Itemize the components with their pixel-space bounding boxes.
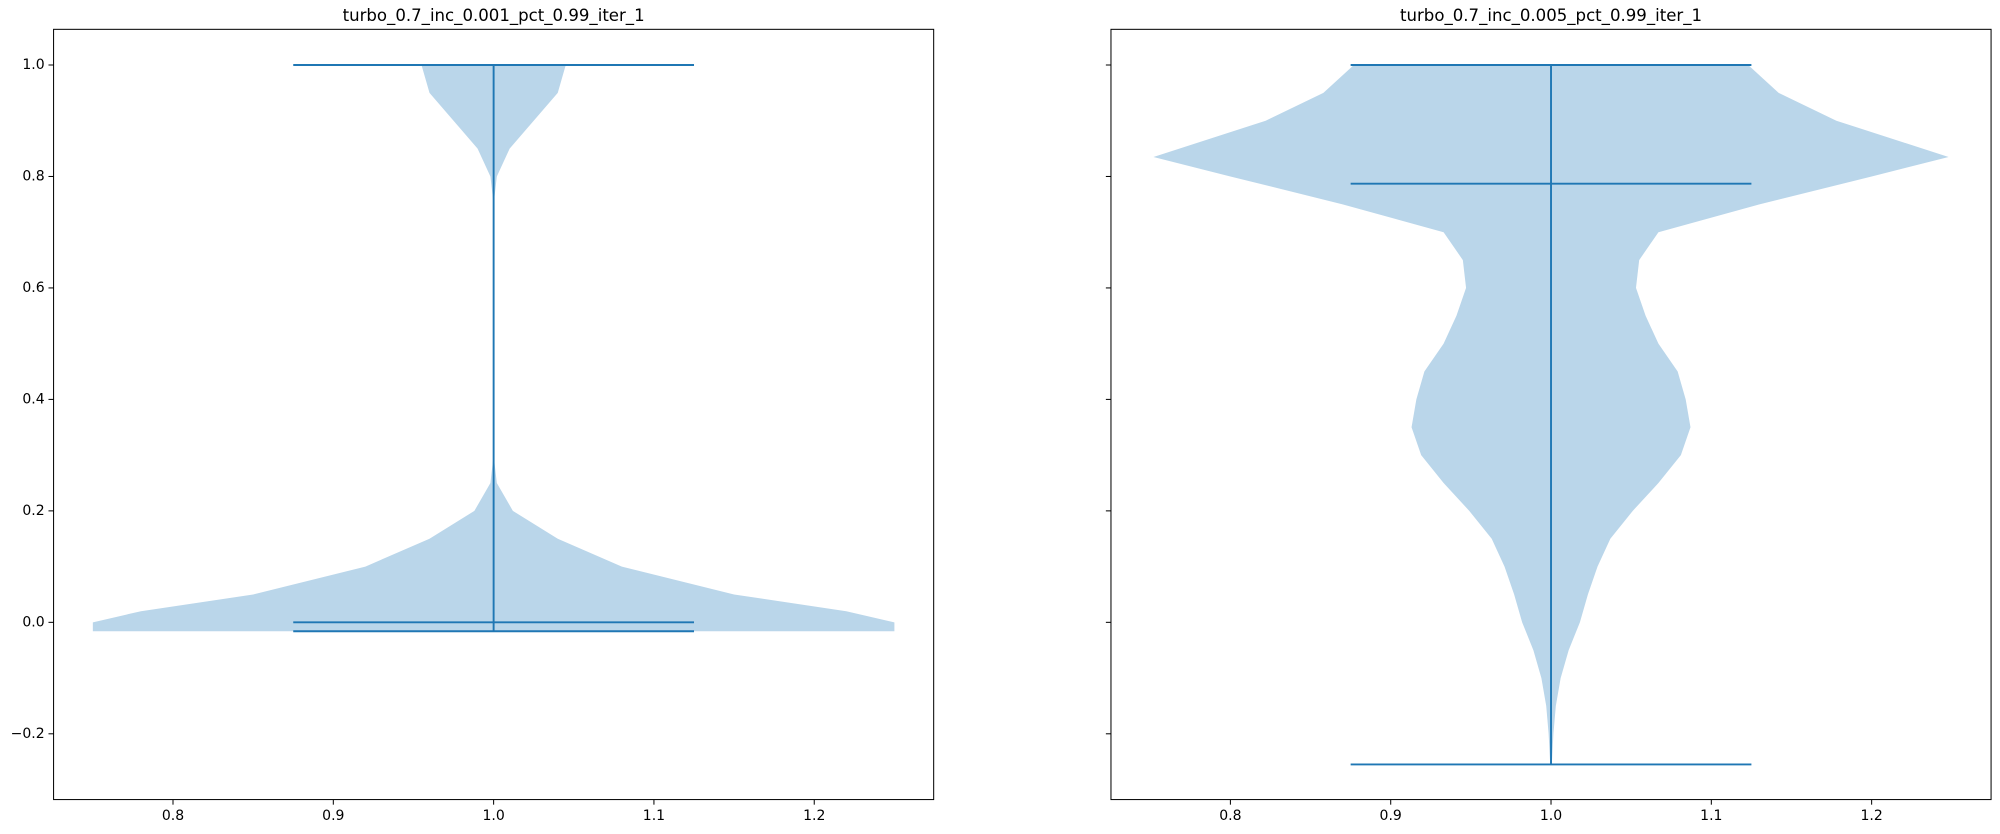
y-tick-label: 0.6: [22, 280, 44, 296]
x-tick-label: 1.2: [803, 808, 825, 824]
x-tick-label: 1.1: [643, 808, 665, 824]
x-tick-label: 1.2: [1860, 808, 1882, 824]
chart-title: turbo_0.7_inc_0.001_pct_0.99_iter_1: [343, 6, 645, 26]
x-tick-label: 0.8: [162, 808, 184, 824]
x-tick-label: 1.0: [1540, 808, 1562, 824]
x-tick-label: 0.8: [1219, 808, 1241, 824]
y-tick-label: 1.0: [22, 57, 44, 73]
x-tick-label: 0.9: [322, 808, 344, 824]
y-tick-label: 0.8: [22, 168, 44, 184]
chart-title: turbo_0.7_inc_0.005_pct_0.99_iter_1: [1400, 6, 1702, 26]
y-tick-label: 0.2: [22, 503, 44, 519]
x-tick-label: 1.1: [1700, 808, 1722, 824]
x-tick-label: 0.9: [1380, 808, 1402, 824]
y-tick-label: 0.0: [22, 614, 44, 630]
y-tick-label: −0.2: [11, 726, 45, 742]
y-tick-label: 0.4: [22, 391, 44, 407]
x-tick-label: 1.0: [482, 808, 504, 824]
